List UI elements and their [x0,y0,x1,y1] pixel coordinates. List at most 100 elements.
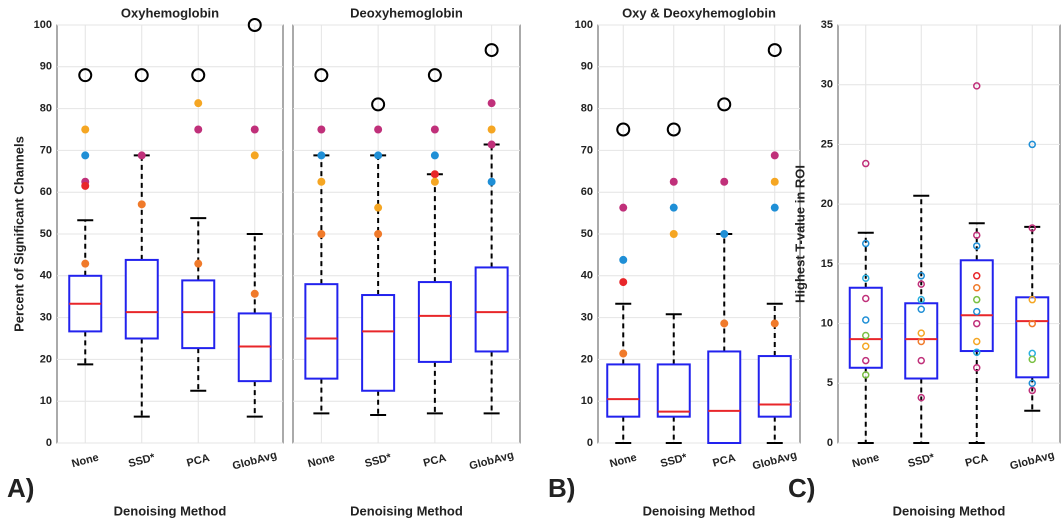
outlier-point [973,295,981,304]
x-tick-label: SSD* [907,451,937,470]
outlier-point [317,230,326,238]
y-tick-label: 50 [40,228,52,240]
x-tick-label: PCA [964,452,990,470]
outlier-point [487,140,496,149]
panel-label: C) [788,473,815,503]
outlier-point [137,200,146,209]
max-circle [371,97,386,112]
y-tick-label: 40 [40,270,52,282]
x-tick-label: SSD* [659,451,689,470]
outlier-point [862,239,870,248]
y-tick-label: 40 [581,270,593,282]
chart-title: Oxyhemoglobin [121,5,219,20]
outlier-point [973,337,981,346]
y-tick-label: 70 [581,144,593,156]
outlier-point [862,371,870,379]
x-tick-label: None [307,452,337,471]
y-tick-label: 0 [46,437,52,449]
outlier-point [917,305,925,313]
panel-label: A) [7,473,34,503]
plot-area [837,24,1061,444]
x-tick-label: GlobAvg [751,449,798,472]
y-tick-label: 100 [575,19,593,31]
box [904,302,939,380]
y-tick-label: 50 [581,228,593,240]
y-tick-label: 0 [587,437,593,449]
box [656,363,691,418]
outlier-point [917,272,925,280]
outlier-point [81,151,90,160]
y-tick-label: 90 [581,61,593,73]
outlier-point [250,151,259,160]
y-axis-label: Percent of Significant Channels [11,136,26,332]
y-tick-label: 35 [821,19,833,31]
x-tick-label: PCA [711,452,737,470]
x-axis-label: Denoising Method [350,503,463,518]
outlier-point [720,319,729,328]
outlier-point [973,307,981,316]
x-tick-label: SSD* [127,451,157,470]
outlier-point [194,99,203,108]
max-circle [191,68,206,83]
y-tick-label: 10 [40,395,52,407]
y-tick-label: 60 [581,186,593,198]
panel-label: B) [548,473,575,503]
outlier-point [430,170,439,179]
outlier-point [1028,319,1036,328]
box [361,294,396,392]
outlier-point [917,295,925,304]
box [757,355,792,418]
box [181,279,216,350]
outlier-point [973,242,981,250]
max-circle [666,122,681,137]
outlier-point [862,331,870,340]
y-tick-label: 80 [40,103,52,115]
outlier-point [973,82,981,90]
y-tick-label: 90 [40,61,52,73]
box [606,363,641,418]
outlier-point [862,274,870,282]
outlier-point [317,177,326,186]
y-tick-label: 10 [821,317,833,329]
outlier-point [973,283,981,292]
outlier-point [1028,224,1036,232]
y-tick-label: 30 [40,312,52,324]
outlier-point [374,230,383,238]
x-tick-label: GlobAvg [1009,449,1056,472]
max-circle [314,68,329,83]
chart-title: Deoxyhemoglobin [350,5,463,20]
y-tick-label: 5 [827,377,833,389]
outlier-point [1028,379,1036,388]
outlier-point [374,203,383,212]
box [417,281,452,363]
y-tick-label: 25 [821,138,833,150]
x-tick-label: PCA [185,452,211,470]
outlier-point [917,337,925,346]
max-circle [616,122,631,137]
y-tick-label: 30 [821,79,833,91]
outlier-point [770,203,779,212]
max-circle [717,97,732,112]
chart-title: Oxy & Deoxyhemoglobin [622,5,776,20]
x-tick-label: PCA [422,452,448,470]
outlier-point [917,280,925,288]
y-tick-label: 0 [827,437,833,449]
outlier-point [194,259,203,268]
outlier-point [973,364,981,372]
outlier-point [250,289,259,298]
outlier-point [81,181,90,190]
outlier-point [669,203,678,212]
outlier-point [487,177,496,186]
outlier-point [430,151,439,160]
box [959,259,994,353]
outlier-point [374,151,383,160]
outlier-point [1028,386,1036,395]
y-tick-label: 20 [40,353,52,365]
outlier-point [669,177,678,186]
outlier-point [619,278,628,287]
x-axis-label: Denoising Method [643,503,756,518]
outlier-point [487,125,496,134]
outlier-point [770,177,779,186]
max-circle [134,68,149,83]
y-tick-label: 15 [821,258,833,270]
